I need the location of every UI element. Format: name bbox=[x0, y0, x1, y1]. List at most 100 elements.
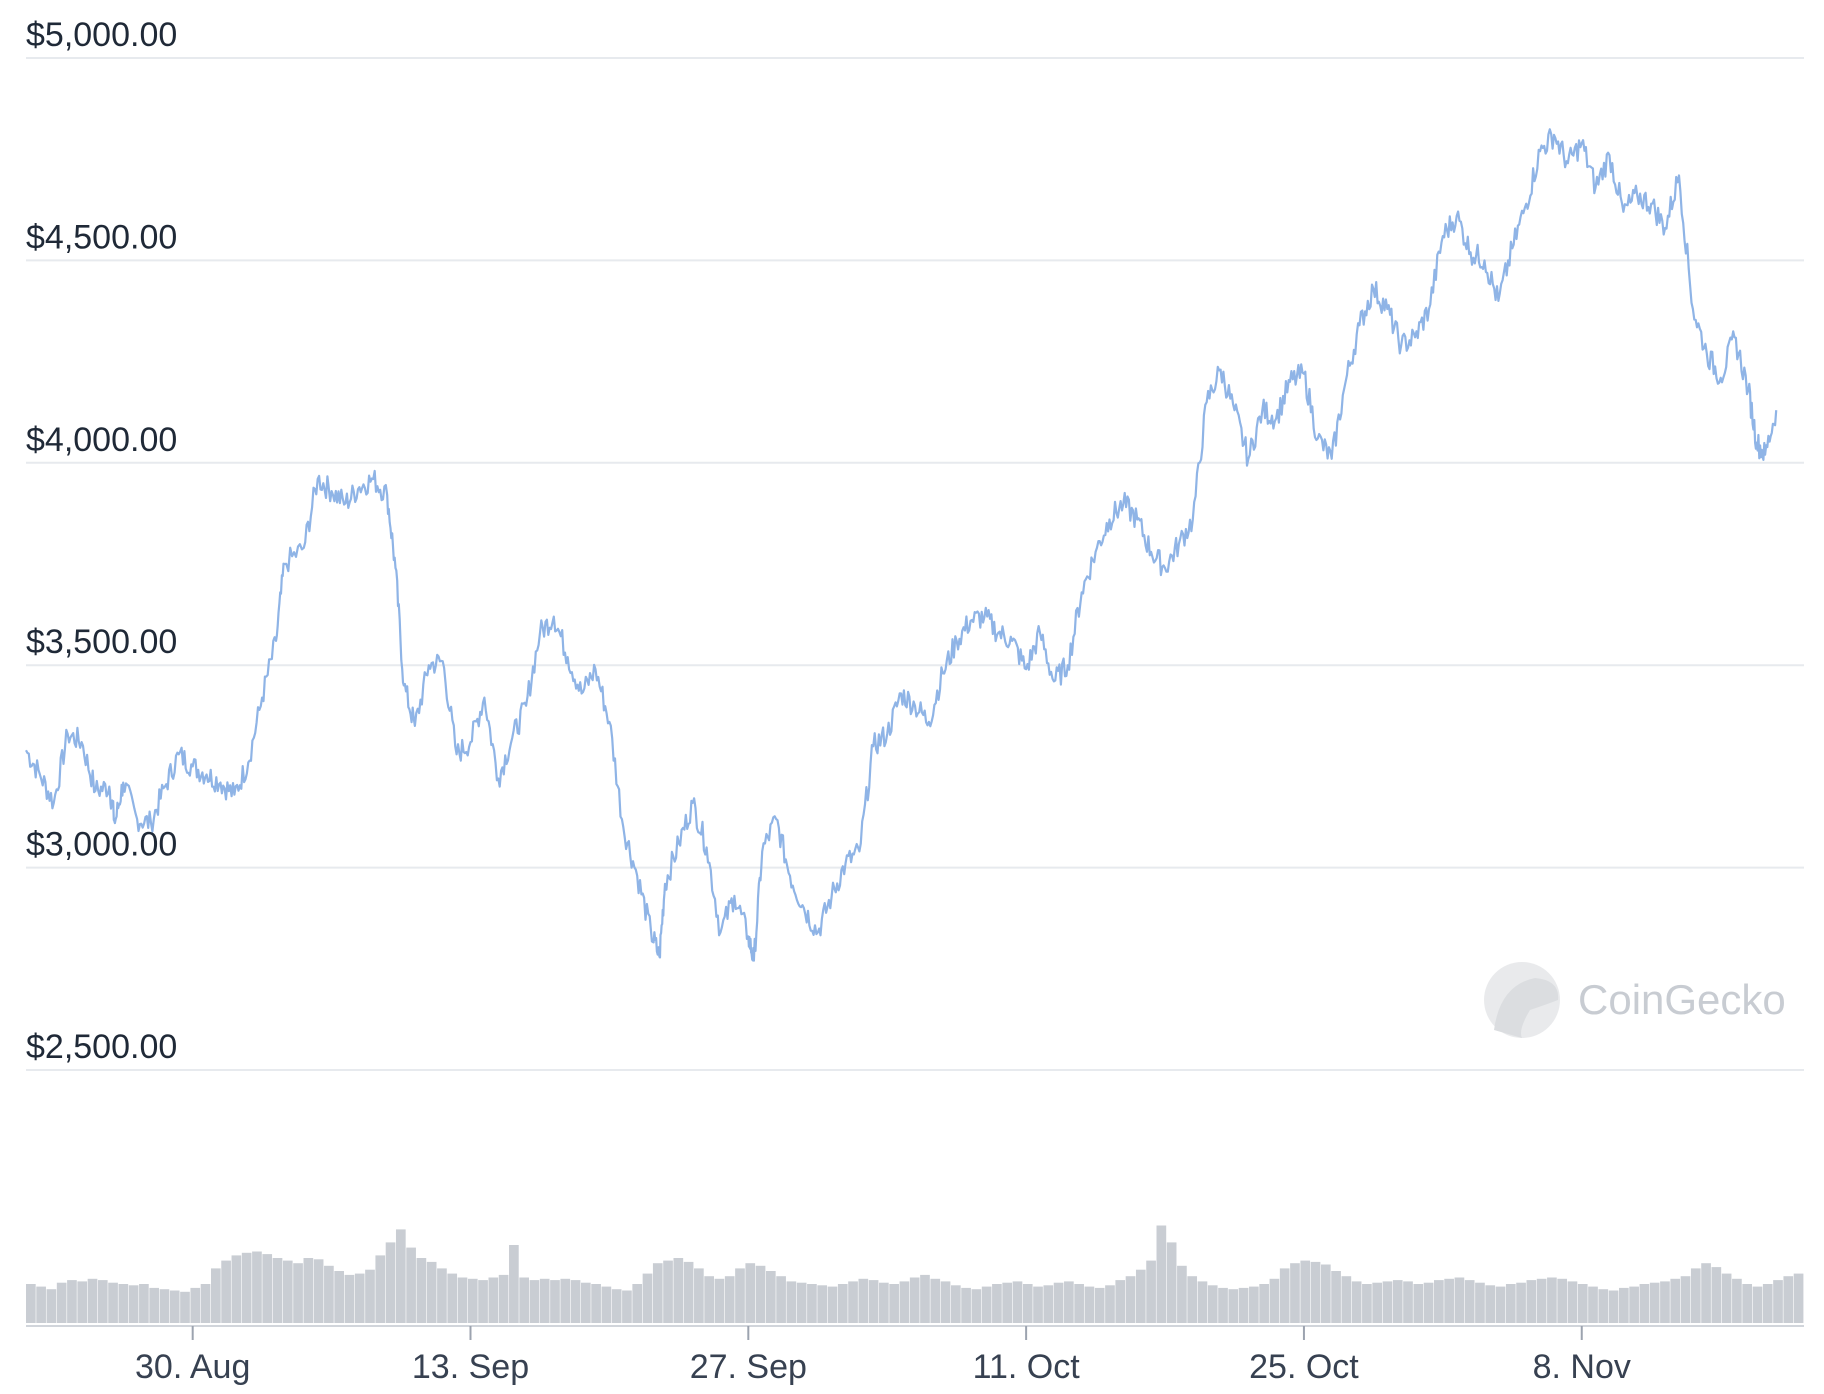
volume-bar bbox=[1228, 1289, 1239, 1323]
volume-bar bbox=[1783, 1276, 1794, 1323]
volume-bar bbox=[1351, 1281, 1362, 1323]
volume-bar bbox=[1516, 1282, 1526, 1323]
volume-bar bbox=[858, 1278, 869, 1323]
volume-bar bbox=[395, 1229, 406, 1323]
volume-bar bbox=[1660, 1281, 1670, 1323]
volume-bar bbox=[324, 1265, 334, 1323]
volume-bar bbox=[704, 1276, 714, 1323]
volume-bar bbox=[1310, 1261, 1321, 1323]
volume-bar bbox=[673, 1258, 684, 1323]
volume-bar bbox=[118, 1284, 129, 1323]
volume-bar bbox=[67, 1280, 77, 1323]
volume-bar bbox=[1434, 1280, 1444, 1323]
volume-bar bbox=[1300, 1260, 1311, 1323]
volume-bar bbox=[231, 1255, 242, 1323]
volume-bar bbox=[1115, 1280, 1126, 1323]
volume-bar bbox=[519, 1277, 529, 1323]
volume-bar bbox=[1690, 1268, 1701, 1323]
volume-bar bbox=[807, 1284, 817, 1323]
volume-bar bbox=[1762, 1284, 1773, 1323]
volume-bar bbox=[139, 1284, 149, 1323]
volume-bar bbox=[1423, 1282, 1434, 1323]
x-tick-label: 27. Sep bbox=[690, 1348, 807, 1386]
volume-bar bbox=[56, 1282, 67, 1323]
volume-bar bbox=[1639, 1284, 1650, 1323]
volume-bar bbox=[1505, 1284, 1516, 1323]
volume-bar bbox=[498, 1274, 509, 1323]
volume-bar bbox=[1177, 1265, 1187, 1323]
volume-bar bbox=[591, 1284, 601, 1323]
volume-bar bbox=[642, 1273, 653, 1323]
volume-bars bbox=[26, 1225, 1804, 1323]
volume-bar bbox=[437, 1268, 447, 1323]
volume-bar bbox=[1403, 1281, 1413, 1323]
volume-bar bbox=[652, 1263, 663, 1323]
volume-bar bbox=[252, 1251, 262, 1323]
volume-bar bbox=[632, 1284, 643, 1323]
x-tick-label: 13. Sep bbox=[412, 1348, 529, 1386]
volume-bar bbox=[1598, 1289, 1609, 1323]
volume-bar bbox=[1619, 1287, 1629, 1323]
volume-bar bbox=[724, 1276, 735, 1323]
volume-bar bbox=[447, 1273, 458, 1323]
volume-bar bbox=[1577, 1284, 1588, 1323]
volume-bar bbox=[26, 1284, 36, 1323]
volume-bar bbox=[1454, 1277, 1465, 1323]
volume-bar bbox=[1526, 1280, 1537, 1323]
volume-bar bbox=[1279, 1268, 1290, 1323]
volume-bar bbox=[1084, 1286, 1095, 1323]
volume-bar bbox=[1773, 1280, 1783, 1323]
volume-bar bbox=[837, 1284, 848, 1323]
volume-bar bbox=[509, 1245, 519, 1323]
volume-bar bbox=[406, 1247, 416, 1323]
y-tick-label: $5,000.00 bbox=[26, 16, 177, 54]
volume-bar bbox=[354, 1273, 365, 1323]
volume-bar bbox=[1197, 1281, 1208, 1323]
volume-bar bbox=[611, 1289, 622, 1323]
volume-bar bbox=[1043, 1285, 1054, 1323]
volume-bar bbox=[1331, 1271, 1341, 1323]
volume-bar bbox=[1290, 1263, 1300, 1323]
volume-bar bbox=[149, 1287, 160, 1323]
volume-bar bbox=[1269, 1278, 1280, 1323]
volume-bar bbox=[622, 1290, 632, 1323]
volume-bar bbox=[1629, 1286, 1639, 1323]
volume-bar bbox=[97, 1280, 108, 1323]
volume-bar bbox=[1012, 1281, 1023, 1323]
volume-bar bbox=[1670, 1278, 1681, 1323]
volume-bar bbox=[128, 1285, 139, 1323]
volume-bar bbox=[1135, 1269, 1146, 1323]
volume-bar bbox=[827, 1286, 838, 1323]
volume-bar bbox=[1444, 1278, 1454, 1323]
volume-bar bbox=[77, 1281, 88, 1323]
volume-bar bbox=[879, 1282, 889, 1323]
volume-bar bbox=[570, 1280, 581, 1323]
volume-bar bbox=[457, 1277, 468, 1323]
volume-bar bbox=[334, 1271, 345, 1323]
volume-bar bbox=[221, 1260, 231, 1323]
volume-bar bbox=[1259, 1284, 1269, 1323]
x-tick-label: 11. Oct bbox=[973, 1348, 1081, 1386]
volume-bar bbox=[1218, 1287, 1228, 1323]
volume-bar bbox=[539, 1278, 550, 1323]
volume-bar bbox=[1485, 1285, 1496, 1323]
volume-bar bbox=[1732, 1278, 1742, 1323]
volume-bar bbox=[950, 1285, 961, 1323]
volume-bar bbox=[1002, 1282, 1013, 1323]
volume-bar bbox=[1249, 1286, 1259, 1323]
volume-bar bbox=[385, 1242, 396, 1323]
volume-bar bbox=[1711, 1267, 1722, 1323]
volume-bar bbox=[1608, 1290, 1619, 1323]
y-tick-label: $3,000.00 bbox=[26, 826, 177, 864]
price-series bbox=[25, 128, 1778, 962]
volume-bar bbox=[817, 1285, 828, 1323]
volume-bar bbox=[1721, 1273, 1732, 1323]
volume-bar bbox=[272, 1258, 283, 1323]
volume-bar bbox=[848, 1281, 858, 1323]
volume-bar bbox=[375, 1255, 386, 1323]
volume-bar bbox=[1475, 1282, 1485, 1323]
volume-bar bbox=[303, 1258, 314, 1323]
volume-bar bbox=[1094, 1287, 1105, 1323]
volume-bar bbox=[714, 1278, 725, 1323]
